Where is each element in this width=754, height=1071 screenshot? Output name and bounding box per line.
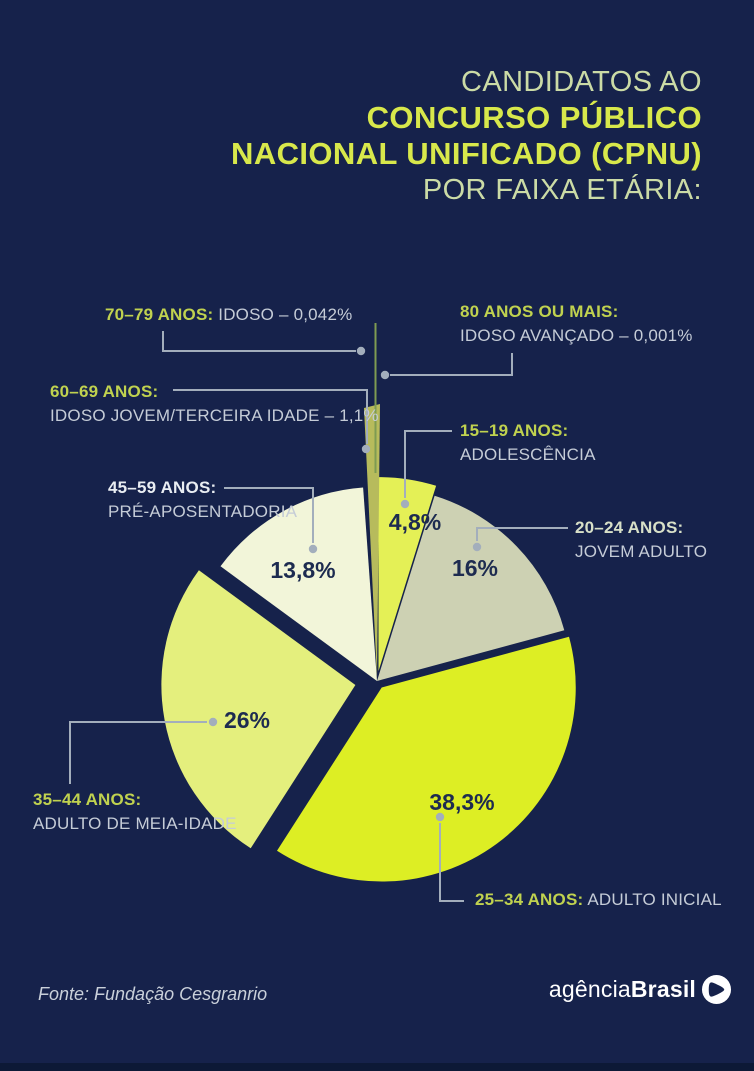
- callout-35-44-desc: ADULTO DE MEIA-IDADE: [33, 814, 237, 833]
- callout-35-44-anos: 35–44 ANOS: ADULTO DE MEIA-IDADE: [33, 788, 237, 836]
- agencia-brasil-logo-icon: [701, 974, 732, 1005]
- leader-dot: [361, 444, 371, 454]
- page-title: CANDIDATOS AO CONCURSO PÚBLICO NACIONAL …: [231, 64, 702, 208]
- callout-25-34-desc: ADULTO INICIAL: [587, 890, 722, 909]
- callout-80-anos-ou-mais: 80 ANOS OU MAIS: IDOSO AVANÇADO – 0,001%: [460, 300, 693, 348]
- pct-label-20-24: 16%: [452, 555, 498, 581]
- pie-slice-15-19: [378, 477, 437, 672]
- callout-70-79-anos: 70–79 ANOS: IDOSO – 0,042%: [105, 303, 352, 327]
- source-credit: Fonte: Fundação Cesgranrio: [38, 984, 268, 1004]
- leader-line: [439, 823, 464, 902]
- callout-60-69-desc: IDOSO JOVEM/TERCEIRA IDADE – 1,1%: [50, 406, 379, 425]
- leader-dot: [308, 544, 318, 554]
- logo-text-light: agência: [548, 976, 631, 1002]
- callout-15-19-anos: 15–19 ANOS: ADOLESCÊNCIA: [460, 419, 596, 467]
- leader-dot: [380, 370, 390, 380]
- leader-dot: [356, 346, 366, 356]
- pie-slice-35-44: [161, 570, 356, 849]
- callout-35-44-range: 35–44 ANOS:: [33, 790, 142, 809]
- logo-play-shape: [708, 982, 725, 997]
- callout-15-19-range: 15–19 ANOS:: [460, 421, 569, 440]
- callout-25-34-range: 25–34 ANOS:: [475, 890, 584, 909]
- callout-15-19-desc: ADOLESCÊNCIA: [460, 445, 596, 464]
- callout-20-24-anos: 20–24 ANOS: JOVEM ADULTO: [575, 516, 707, 564]
- leader-line: [173, 389, 368, 444]
- leader-dot: [400, 499, 410, 509]
- bottom-edge-strip: [0, 1063, 754, 1071]
- leader-line: [390, 353, 513, 376]
- callout-60-69-anos: 60–69 ANOS: IDOSO JOVEM/TERCEIRA IDADE –…: [50, 380, 379, 428]
- logo-text: agênciaBrasil: [549, 976, 696, 1003]
- callout-25-34-anos: 25–34 ANOS: ADULTO INICIAL: [475, 888, 722, 912]
- title-line-3: NACIONAL UNIFICADO (CPNU): [231, 136, 702, 171]
- leader-dot: [208, 717, 218, 727]
- title-line-4: POR FAIXA ETÁRIA:: [422, 174, 702, 206]
- leader-line: [162, 331, 356, 352]
- pct-label-35-44: 26%: [224, 707, 270, 733]
- callout-20-24-desc: JOVEM ADULTO: [575, 542, 708, 561]
- pct-label-45-59: 13,8%: [270, 557, 335, 583]
- leader-line: [476, 527, 568, 541]
- title-line-1: CANDIDATOS AO: [460, 66, 702, 98]
- pie-slice-20-24: [377, 495, 565, 681]
- callout-45-59-anos: 45–59 ANOS: PRÉ-APOSENTADORIA: [108, 476, 297, 524]
- leader-dot: [435, 812, 445, 822]
- callout-45-59-desc: PRÉ-APOSENTADORIA: [108, 502, 298, 521]
- pct-label-15-19: 4,8%: [389, 509, 441, 535]
- agencia-brasil-logo: agênciaBrasil: [549, 974, 732, 1005]
- callout-45-59-range: 45–59 ANOS:: [108, 478, 217, 497]
- pct-label-25-34: 38,3%: [429, 789, 494, 815]
- title-line-2: CONCURSO PÚBLICO: [366, 100, 702, 135]
- leader-line: [224, 487, 314, 543]
- callout-70-79-range: 70–79 ANOS:: [105, 305, 214, 324]
- callout-80-desc: IDOSO AVANÇADO – 0,001%: [460, 326, 693, 345]
- pie-slice-25-34: [277, 636, 576, 882]
- leader-line: [69, 721, 207, 784]
- callout-70-79-desc: IDOSO – 0,042%: [218, 305, 353, 324]
- leader-line: [404, 430, 452, 498]
- callout-80-range: 80 ANOS OU MAIS:: [460, 302, 619, 321]
- callout-60-69-range: 60–69 ANOS:: [50, 382, 159, 401]
- logo-text-bold: Brasil: [630, 976, 696, 1002]
- pie-slice-45-59: [220, 487, 377, 681]
- callout-20-24-range: 20–24 ANOS:: [575, 518, 684, 537]
- leader-dot: [472, 542, 482, 552]
